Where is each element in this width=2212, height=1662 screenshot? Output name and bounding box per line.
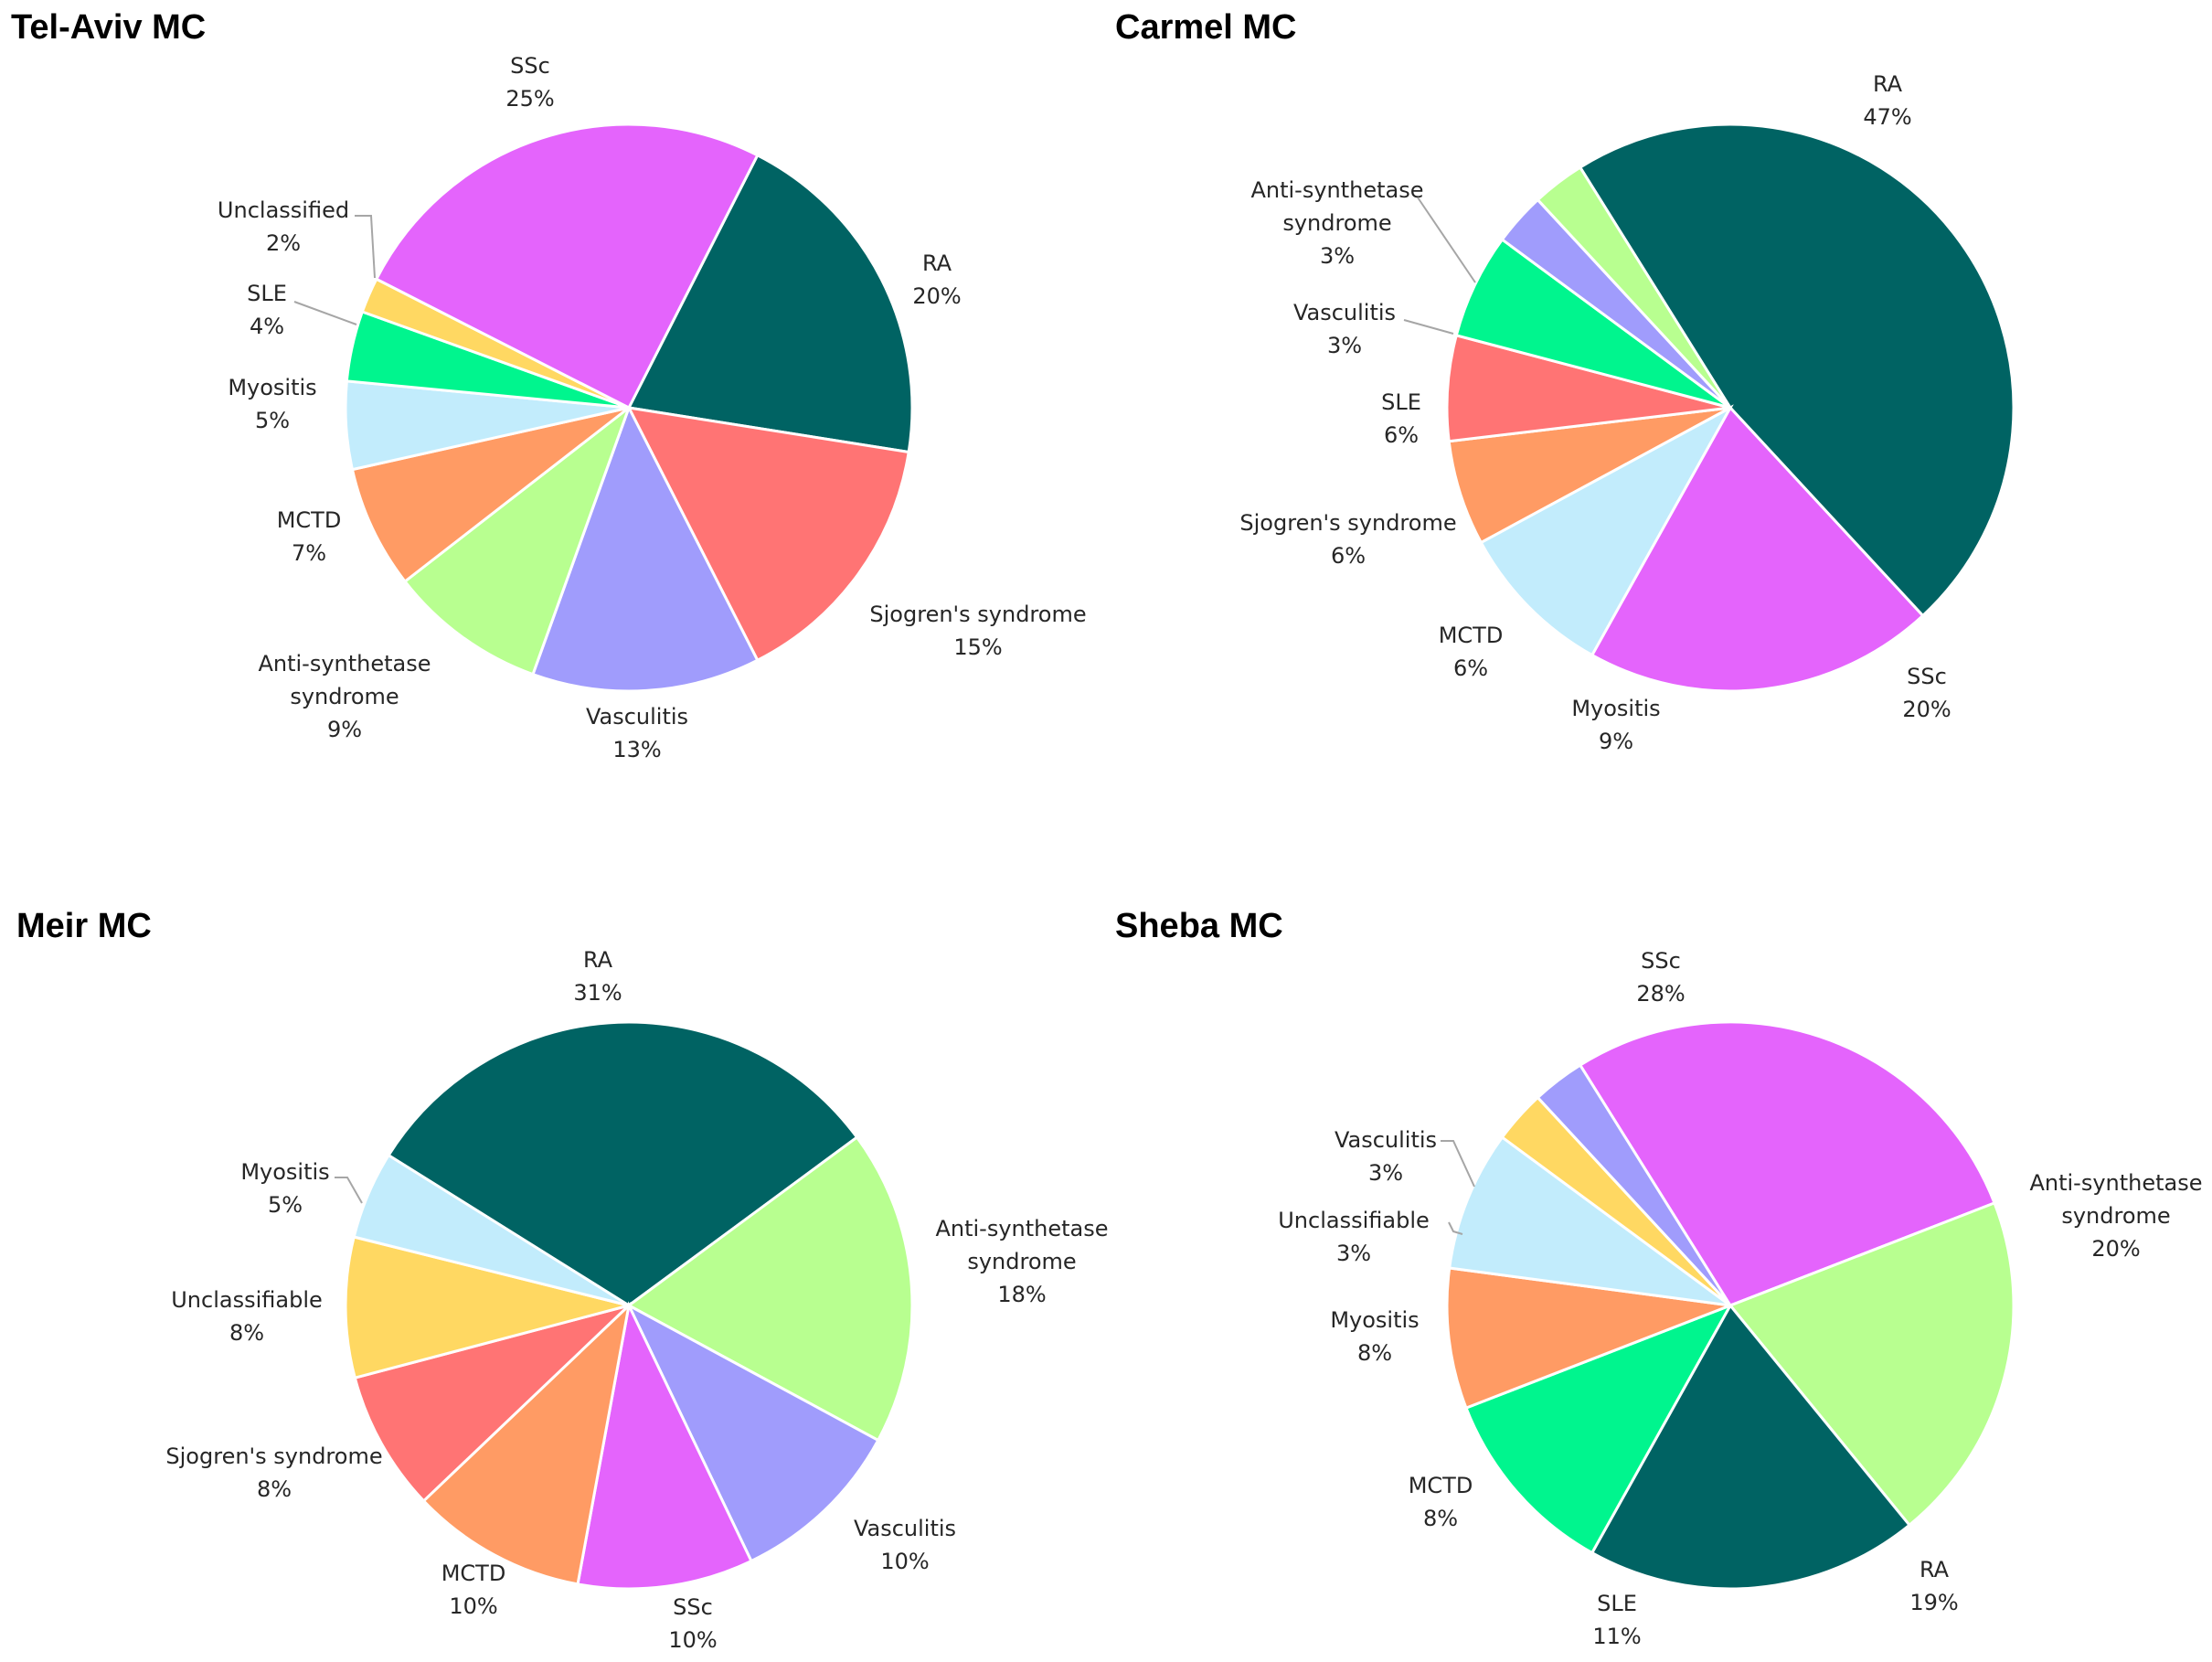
slice-label: SSc 25% <box>505 53 554 112</box>
slice-label: Vasculitis 13% <box>586 704 688 762</box>
slice-label: Myositis 5% <box>228 375 316 433</box>
slice-label: RA 31% <box>573 947 622 1006</box>
slice-label: SSc 20% <box>1902 664 1951 722</box>
slice-label: Anti-synthetase syndrome 9% <box>258 651 431 742</box>
slice-label: MCTD 8% <box>1409 1473 1473 1531</box>
pie-slice-ssc <box>1578 1020 1996 1307</box>
slice-label: Unclassified 2% <box>218 197 349 256</box>
slice-label: Anti-synthetase syndrome 18% <box>935 1216 1108 1307</box>
pie-slice-ra <box>1578 123 2015 618</box>
chart-title-carmel: Carmel MC <box>1115 8 1297 47</box>
chart-title-tel-aviv: Tel-Aviv MC <box>11 8 206 47</box>
pie-slice-mctd <box>421 1301 632 1586</box>
leader-line <box>1441 1140 1475 1188</box>
pie-3: SSc 28% Anti-synthetase syndrome 20% RA 19% SLE… <box>1278 948 2202 1649</box>
slice-label: Unclassifiable 8% <box>171 1287 323 1346</box>
pie-slice-myositis <box>352 1153 630 1307</box>
pie-slice-sjogren-s-syndrome <box>353 1304 631 1503</box>
slice-label: Vasculitis 10% <box>854 1516 956 1574</box>
leader-line <box>355 215 376 279</box>
pie-slice-myositis <box>1479 404 1734 657</box>
pie-slice-ssc <box>1590 405 1925 693</box>
slice-label: SSc 10% <box>668 1594 717 1653</box>
pie-slice-anti-synthetase-syndrome <box>402 403 633 677</box>
slice-label: MCTD 7% <box>277 507 342 566</box>
leader-line <box>1448 1221 1463 1235</box>
pie-slice-ra <box>626 153 914 454</box>
slice-label: Sjogren's syndrome 6% <box>1239 510 1456 569</box>
slice-label: MCTD 6% <box>1439 623 1504 681</box>
pie-slice-sjogren-s-syndrome <box>626 406 910 663</box>
slice-label: RA 20% <box>912 250 961 309</box>
pie-0: RA 20% Sjogren's syndrome 15% Vasculitis 13% A… <box>218 53 1087 762</box>
slice-label: Vasculitis 3% <box>1293 300 1396 358</box>
pie-slice-myositis <box>1448 1135 1731 1307</box>
slice-label: RA 47% <box>1863 71 1911 130</box>
pie-1: RA 47% SSc 20% Myositis 9% MCTD 6% Sjogren's syn… <box>1239 71 2015 754</box>
leader-line <box>335 1177 363 1204</box>
pie-slice-anti-synthetase-syndrome <box>1728 1200 2015 1528</box>
pie-slice-mctd <box>350 406 630 584</box>
slice-label: Anti-synthetase syndrome 20% <box>2029 1170 2202 1262</box>
slice-label: Vasculitis 3% <box>1335 1127 1437 1186</box>
pie-slice-vasculitis <box>1536 1063 1732 1307</box>
slice-label: SLE 6% <box>1381 389 1421 448</box>
chart-title-meir: Meir MC <box>16 907 152 945</box>
pies-layer: RA 20% Sjogren's syndrome 15% Vasculitis 13% A… <box>165 53 2202 1653</box>
pie-slice-mctd <box>1445 1266 1731 1411</box>
pie-slice-ssc <box>576 1301 753 1591</box>
slice-label: SSc 28% <box>1636 948 1685 1007</box>
slice-label: SLE 4% <box>247 281 287 339</box>
pie-slice-ra <box>387 1020 859 1307</box>
pie-slice-ssc <box>374 123 760 410</box>
pie-slice-vasculitis <box>625 1302 880 1563</box>
slice-label: Sjogren's syndrome 8% <box>165 1444 382 1502</box>
slice-label: Anti-synthetase syndrome 3% <box>1250 177 1423 269</box>
pie-slice-anti-synthetase-syndrome <box>1536 165 1732 410</box>
chart-title-sheba: Sheba MC <box>1115 907 1283 945</box>
slice-label: Sjogren's syndrome 15% <box>869 602 1086 660</box>
leader-line <box>1403 319 1454 335</box>
leader-line <box>1417 197 1476 283</box>
slice-label: SLE 11% <box>1592 1591 1641 1649</box>
pie-slice-unclassifiable <box>344 1235 630 1380</box>
slice-label: Myositis 9% <box>1571 696 1660 754</box>
pie-slice-ra <box>1590 1303 1912 1591</box>
pie-slice-sle <box>1464 1303 1734 1555</box>
slice-label: MCTD 10% <box>441 1561 506 1619</box>
slice-label: RA 19% <box>1909 1557 1958 1615</box>
pie-slice-anti-synthetase-syndrome <box>626 1135 914 1443</box>
pie-slice-vasculitis <box>531 404 760 693</box>
slice-label: Unclassifiable 3% <box>1278 1208 1430 1266</box>
slice-label: Myositis 5% <box>240 1159 329 1218</box>
slice-label: Myositis 8% <box>1330 1307 1419 1366</box>
pie-2: RA 31% Anti-synthetase syndrome 18% Vasculiti… <box>165 947 1108 1653</box>
leader-line <box>293 301 357 325</box>
